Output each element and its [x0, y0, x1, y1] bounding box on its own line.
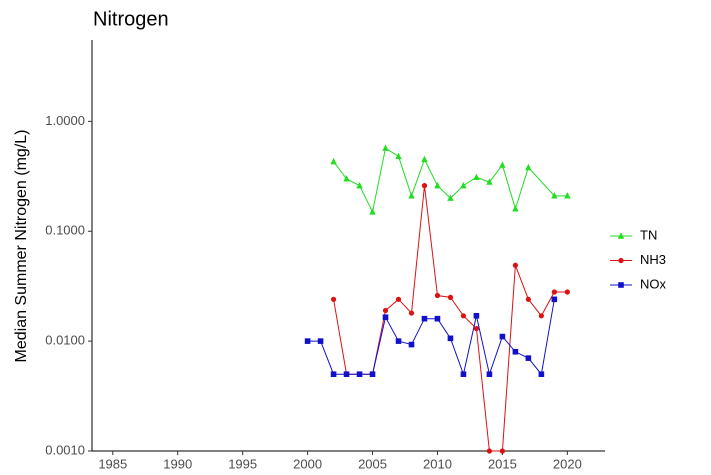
- marker: [434, 292, 441, 299]
- marker: [499, 448, 505, 454]
- marker: [395, 152, 402, 160]
- marker: [499, 161, 506, 168]
- x-tick-label: 2015: [488, 456, 517, 471]
- marker: [343, 175, 350, 182]
- x-tick-label: 2010: [423, 456, 452, 471]
- x-tick-label: 2020: [553, 456, 582, 471]
- marker: [473, 325, 480, 332]
- marker: [486, 371, 493, 377]
- y-tick-label: 0.0100: [45, 333, 85, 348]
- x-tick-label: 1985: [98, 456, 127, 471]
- marker: [460, 181, 467, 189]
- marker: [512, 262, 518, 268]
- marker: [551, 296, 558, 303]
- marker: [421, 183, 428, 189]
- marker: [408, 341, 415, 348]
- marker: [395, 338, 402, 344]
- marker: [447, 294, 454, 300]
- marker: [382, 144, 389, 151]
- marker: [447, 335, 454, 342]
- marker: [356, 181, 363, 189]
- marker: [617, 232, 625, 239]
- marker: [618, 282, 624, 288]
- marker: [421, 155, 428, 163]
- marker: [512, 205, 519, 212]
- marker: [382, 307, 389, 314]
- chart-title: Nitrogen: [93, 8, 169, 30]
- marker: [434, 315, 441, 322]
- marker: [473, 173, 480, 180]
- marker: [330, 296, 337, 302]
- marker: [618, 257, 624, 264]
- x-tick-label: 2000: [293, 456, 322, 471]
- marker: [460, 313, 467, 319]
- marker: [551, 192, 558, 199]
- y-tick-label: 0.0010: [45, 442, 85, 457]
- y-axis-label: Median Summer Nitrogen (mg/L): [13, 130, 30, 363]
- marker: [525, 163, 532, 171]
- marker: [343, 371, 350, 377]
- marker: [447, 194, 454, 201]
- marker: [369, 208, 376, 215]
- marker: [408, 192, 415, 199]
- marker: [330, 157, 337, 165]
- marker: [421, 315, 428, 322]
- marker: [395, 296, 402, 302]
- x-tick-label: 2005: [358, 456, 387, 471]
- marker: [564, 192, 571, 199]
- x-tick-label: 1995: [228, 456, 257, 471]
- legend-label: NOx: [640, 276, 667, 291]
- marker: [538, 371, 545, 377]
- legend-label: TN: [640, 227, 657, 242]
- series-line: [333, 185, 568, 452]
- y-tick-label: 1.0000: [45, 113, 85, 128]
- marker: [382, 314, 389, 321]
- marker: [330, 371, 337, 377]
- y-tick-label: 0.1000: [45, 223, 85, 238]
- marker: [486, 178, 493, 185]
- marker: [512, 348, 519, 355]
- marker: [538, 313, 544, 319]
- marker: [434, 181, 441, 189]
- marker: [551, 289, 557, 295]
- marker: [525, 296, 531, 302]
- marker: [460, 371, 467, 377]
- marker: [408, 310, 415, 316]
- marker: [317, 338, 324, 344]
- marker: [564, 289, 570, 295]
- marker: [473, 312, 480, 319]
- legend-label: NH3: [640, 252, 666, 267]
- marker: [486, 448, 493, 454]
- marker: [304, 338, 311, 344]
- marker: [499, 333, 506, 340]
- series-line: [333, 147, 568, 214]
- marker: [525, 355, 532, 361]
- marker: [356, 371, 363, 377]
- x-tick-label: 1990: [163, 456, 192, 471]
- marker: [369, 371, 376, 377]
